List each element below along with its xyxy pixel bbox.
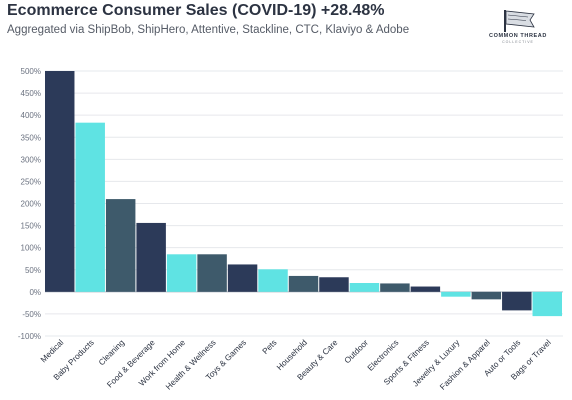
y-tick-label: 100% (21, 244, 41, 253)
y-tick-label: 150% (21, 222, 41, 231)
y-tick-label: 200% (21, 200, 41, 209)
bar (441, 291, 471, 297)
y-tick-label: 250% (21, 177, 41, 186)
bar (410, 286, 441, 292)
bar (45, 71, 75, 292)
bar (166, 254, 197, 292)
bar (502, 291, 532, 311)
x-tick-label: Cleaning (97, 338, 127, 368)
logo-name: COMMON THREAD (489, 33, 547, 39)
bar (319, 277, 349, 292)
y-tick-label: 450% (21, 89, 41, 98)
y-tick-label: 0% (29, 288, 41, 297)
bar (197, 254, 227, 292)
y-tick-label: 500% (21, 67, 41, 76)
y-tick-label: 50% (25, 266, 41, 275)
y-tick-label: 350% (21, 133, 41, 142)
bar (349, 283, 380, 292)
x-tick-label: Medical (39, 338, 65, 364)
logo-sub: COLLECTIVE (502, 40, 534, 44)
bar (380, 283, 410, 292)
flag-icon (504, 10, 535, 32)
bar (105, 199, 136, 292)
bar (75, 122, 105, 292)
x-tick-label: Pets (261, 338, 279, 356)
chart-subtitle: Aggregated via ShipBob, ShipHero, Attent… (7, 24, 410, 36)
bar (258, 269, 288, 292)
bar (227, 264, 258, 292)
company-logo: COMMON THREAD COLLECTIVE (482, 6, 554, 46)
bar (471, 291, 502, 300)
bar (532, 291, 562, 317)
y-tick-label: -100% (18, 332, 41, 341)
y-tick-label: 400% (21, 111, 41, 120)
bar (288, 275, 319, 292)
bar (136, 222, 166, 292)
x-tick-label: Outdoor (343, 338, 370, 365)
y-tick-label: -50% (22, 310, 41, 319)
chart-title: Ecommerce Consumer Sales (COVID-19) +28.… (7, 2, 385, 19)
y-tick-label: 300% (21, 155, 41, 164)
